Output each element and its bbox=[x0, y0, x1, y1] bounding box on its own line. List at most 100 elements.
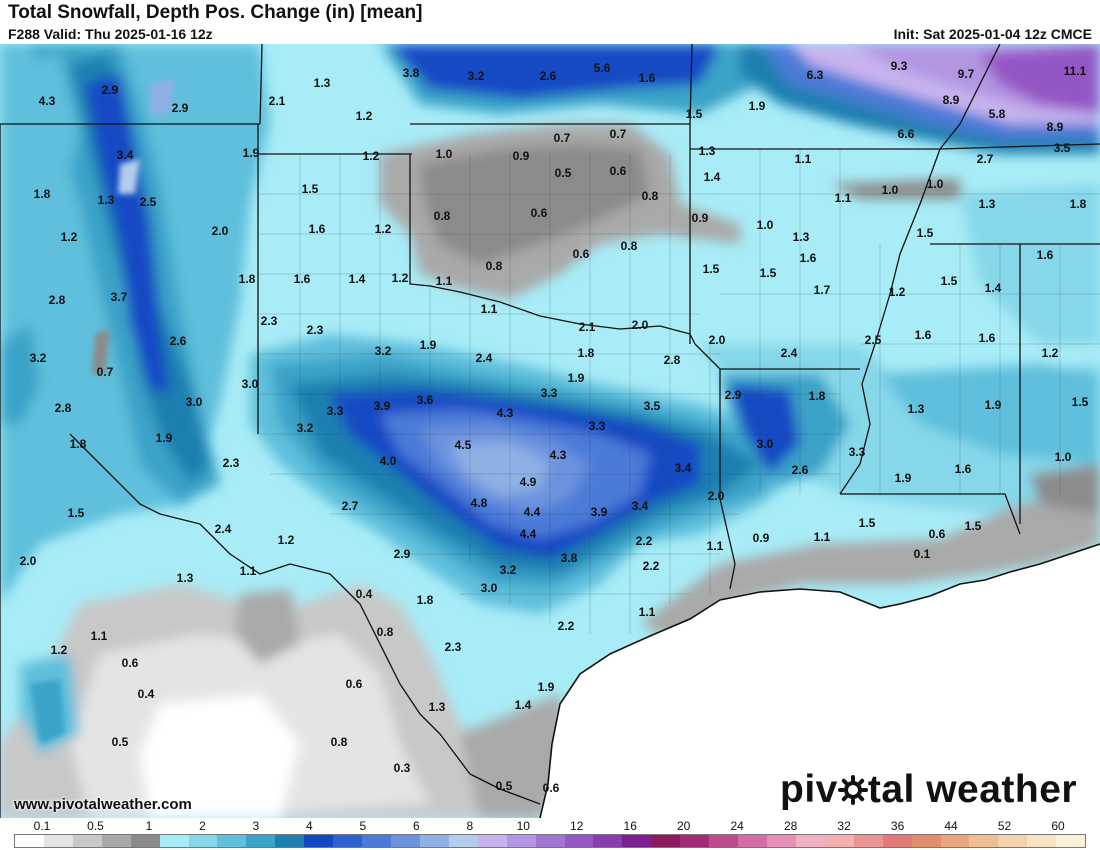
snowfall-value-label: 3.9 bbox=[374, 399, 391, 413]
legend-label: 1 bbox=[145, 819, 153, 833]
legend-swatch bbox=[246, 835, 276, 847]
legend-swatch bbox=[564, 835, 594, 847]
legend-swatch bbox=[911, 835, 941, 847]
snowfall-value-label: 4.8 bbox=[471, 496, 488, 510]
snowfall-value-label: 1.1 bbox=[814, 530, 831, 544]
pivotal-weather-logo: piv tal weather bbox=[780, 768, 1077, 812]
snowfall-value-label: 1.2 bbox=[1042, 346, 1059, 360]
snowfall-value-label: 0.4 bbox=[356, 587, 373, 601]
snowfall-value-label: 1.1 bbox=[436, 274, 453, 288]
legend-label: 60 bbox=[1051, 819, 1065, 833]
legend-swatch bbox=[15, 835, 44, 847]
snowfall-value-label: 1.1 bbox=[835, 191, 852, 205]
snowfall-value-label: 0.3 bbox=[394, 761, 411, 775]
snowfall-value-label: 0.8 bbox=[434, 209, 451, 223]
legend-label: 10 bbox=[516, 819, 530, 833]
snowfall-value-label: 2.9 bbox=[172, 101, 189, 115]
snowfall-value-label: 2.3 bbox=[307, 323, 324, 337]
legend-swatch bbox=[998, 835, 1028, 847]
snowfall-value-label: 3.2 bbox=[375, 344, 392, 358]
site-url[interactable]: www.pivotalweather.com bbox=[14, 796, 192, 813]
snowfall-value-label: 0.6 bbox=[543, 781, 560, 795]
snowfall-value-label: 1.9 bbox=[985, 398, 1002, 412]
snowfall-value-label: 6.6 bbox=[898, 127, 915, 141]
snowfall-value-label: 1.3 bbox=[908, 402, 925, 416]
snowfall-value-label: 6.3 bbox=[807, 68, 824, 82]
snowfall-value-label: 3.9 bbox=[591, 505, 608, 519]
legend-swatch bbox=[969, 835, 999, 847]
snowfall-value-label: 3.3 bbox=[589, 419, 606, 433]
snowfall-value-label: 1.2 bbox=[392, 271, 409, 285]
snowfall-value-label: 1.6 bbox=[639, 71, 656, 85]
snowfall-value-label: 1.6 bbox=[800, 251, 817, 265]
snowfall-value-label: 1.5 bbox=[302, 182, 319, 196]
snowfall-value-label: 9.3 bbox=[891, 59, 908, 73]
map-header: Total Snowfall, Depth Pos. Change (in) [… bbox=[0, 0, 1100, 44]
valid-time: F288 Valid: Thu 2025-01-16 12z bbox=[8, 26, 213, 42]
legend-label: 3 bbox=[252, 819, 260, 833]
snowfall-value-label: 2.6 bbox=[170, 334, 187, 348]
snowfall-value-label: 3.5 bbox=[1054, 141, 1071, 155]
snowfall-value-label: 3.2 bbox=[30, 351, 47, 365]
snowfall-value-label: 1.6 bbox=[955, 462, 972, 476]
legend-label: 5 bbox=[359, 819, 367, 833]
snowfall-value-label: 1.5 bbox=[68, 506, 85, 520]
legend-labels: 0.1 0.5 1 2 3 4 5 6 8 10 12 16 20 24 28 32 36 44 52 60 bbox=[0, 819, 1100, 833]
county-grid bbox=[258, 149, 1100, 634]
snowfall-value-label: 1.0 bbox=[757, 218, 774, 232]
snowfall-value-label: 2.1 bbox=[579, 320, 596, 334]
snowfall-value-label: 1.3 bbox=[98, 193, 115, 207]
snowfall-value-label: 1.7 bbox=[814, 283, 831, 297]
snowfall-value-label: 0.8 bbox=[486, 259, 503, 273]
legend-label: 0.1 bbox=[33, 819, 51, 833]
snowfall-value-label: 1.5 bbox=[965, 519, 982, 533]
snowfall-value-label: 1.1 bbox=[481, 302, 498, 316]
snowfall-value-label: 1.0 bbox=[882, 183, 899, 197]
legend-swatch bbox=[506, 835, 536, 847]
snowfall-value-label: 1.8 bbox=[34, 187, 51, 201]
snowfall-value-label: 2.8 bbox=[664, 353, 681, 367]
snowfall-value-label: 3.4 bbox=[117, 148, 134, 162]
snowfall-value-label: 2.3 bbox=[261, 314, 278, 328]
snowfall-value-label: 1.6 bbox=[915, 328, 932, 342]
snowfall-value-label: 0.8 bbox=[377, 625, 394, 639]
snowfall-value-label: 1.9 bbox=[156, 431, 173, 445]
map-title: Total Snowfall, Depth Pos. Change (in) [… bbox=[8, 2, 423, 23]
snowfall-value-label: 0.7 bbox=[97, 365, 114, 379]
snowfall-value-label: 4.3 bbox=[39, 94, 56, 108]
snowfall-value-label: 1.6 bbox=[309, 222, 326, 236]
snowfall-value-label: 0.7 bbox=[610, 127, 627, 141]
snowfall-value-label: 3.4 bbox=[632, 499, 649, 513]
snowfall-value-label: 4.9 bbox=[520, 475, 537, 489]
snowfall-value-label: 2.1 bbox=[269, 94, 286, 108]
snowfall-value-label: 4.5 bbox=[455, 438, 472, 452]
snowfall-value-label: 0.8 bbox=[331, 735, 348, 749]
snowfall-value-label: 0.5 bbox=[112, 735, 129, 749]
legend-swatch bbox=[535, 835, 565, 847]
snowfall-value-label: 0.1 bbox=[914, 547, 931, 561]
legend-swatch bbox=[622, 835, 652, 847]
snowfall-value-label: 2.2 bbox=[643, 559, 660, 573]
legend-swatch bbox=[448, 835, 478, 847]
legend-label: 44 bbox=[944, 819, 958, 833]
snowfall-value-label: 0.6 bbox=[346, 677, 363, 691]
legend-label: 52 bbox=[997, 819, 1012, 833]
legend-swatch bbox=[390, 835, 420, 847]
snowfall-value-label: 0.8 bbox=[621, 239, 638, 253]
snowfall-value-label: 1.4 bbox=[704, 170, 721, 184]
legend-swatch bbox=[738, 835, 767, 847]
snowfall-map[interactable]: 4.3 2.9 2.9 2.1 1.3 3.8 3.2 2.6 5.6 1.6 6.3 9.3 9.7 1… bbox=[0, 44, 1100, 818]
snowfall-value-label: 1.1 bbox=[707, 539, 724, 553]
snowfall-value-label: 1.8 bbox=[70, 437, 87, 451]
snowfall-value-label: 1.8 bbox=[239, 272, 256, 286]
legend-swatch bbox=[130, 835, 160, 847]
legend-swatch bbox=[304, 835, 334, 847]
gulf-of-mexico bbox=[540, 544, 1100, 818]
snowfall-value-label: 1.0 bbox=[927, 177, 944, 191]
snowfall-value-label: 2.3 bbox=[223, 456, 240, 470]
snowfall-value-label: 3.0 bbox=[757, 437, 774, 451]
coastline bbox=[539, 543, 1100, 818]
snowfall-value-label: 1.5 bbox=[859, 516, 876, 530]
snowfall-value-label: 0.9 bbox=[513, 149, 530, 163]
legend-swatch bbox=[101, 835, 131, 847]
